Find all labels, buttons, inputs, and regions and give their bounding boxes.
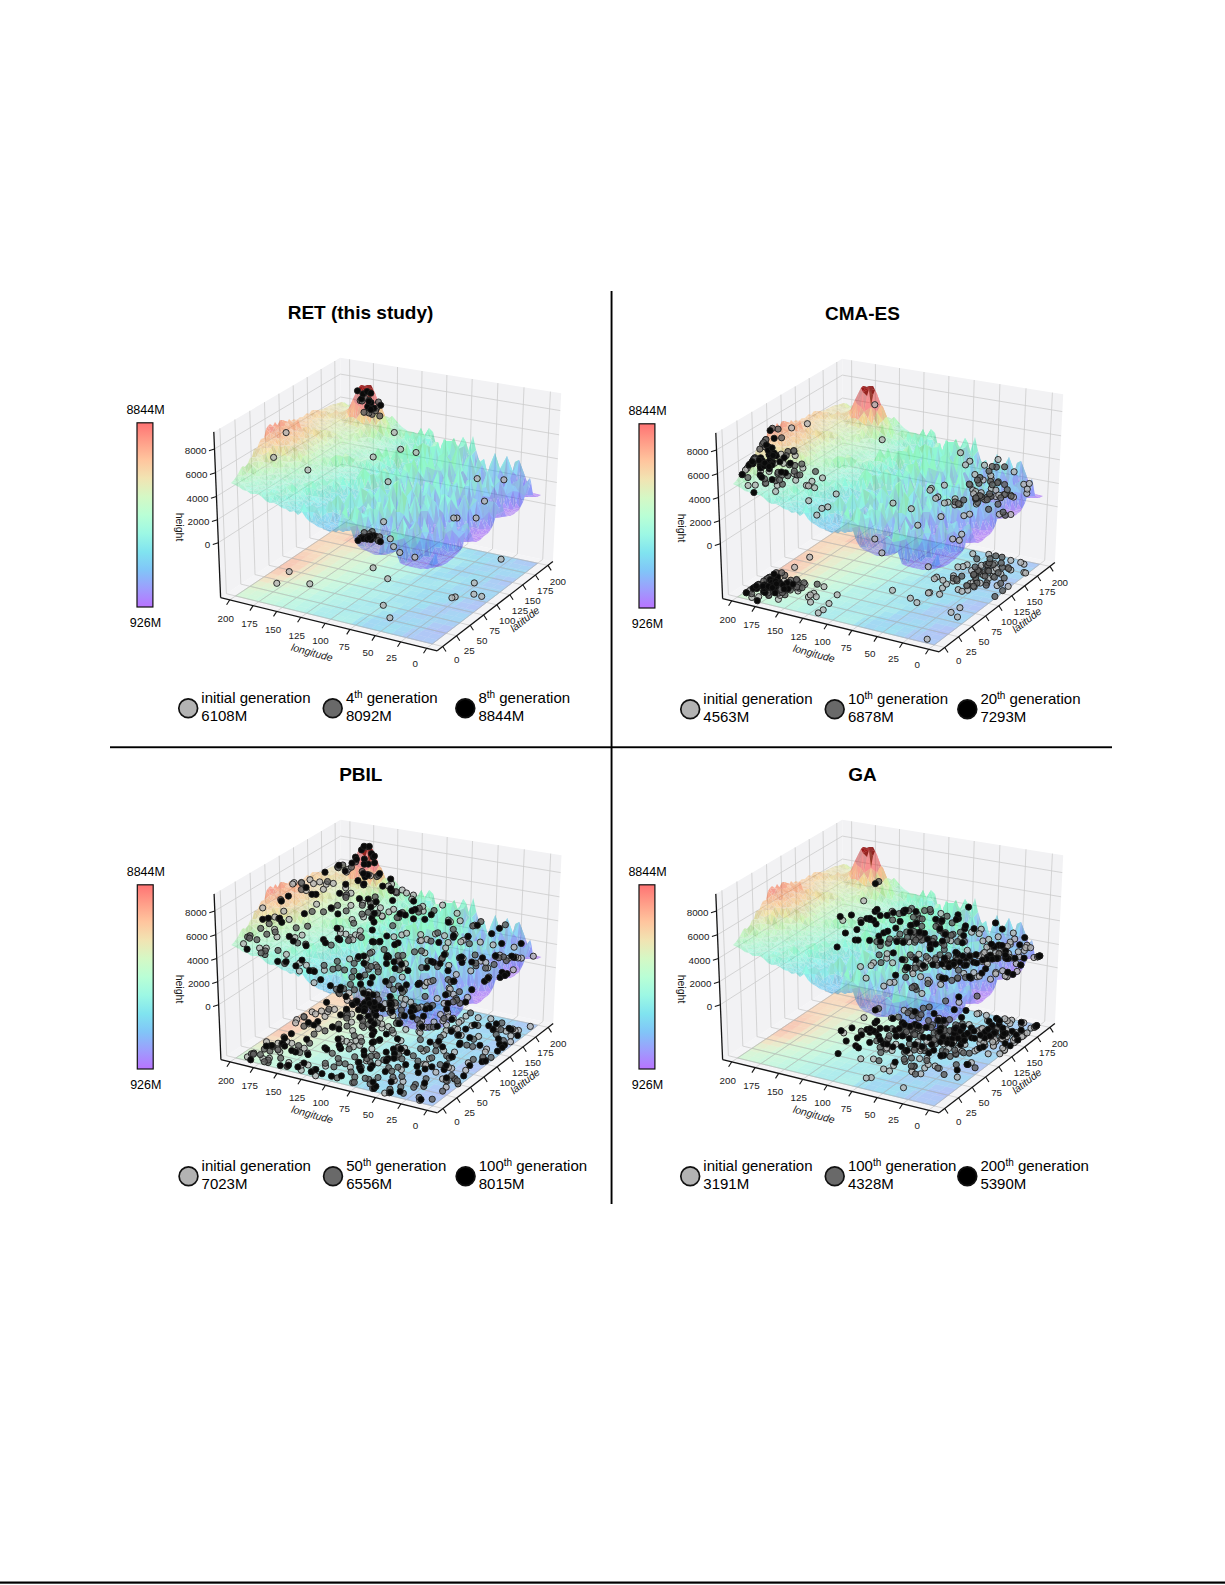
svg-text:50th generation: 50th generation xyxy=(346,1157,446,1174)
svg-text:CMA-ES: CMA-ES xyxy=(825,303,900,324)
svg-text:7023M: 7023M xyxy=(202,1175,248,1192)
svg-text:20th generation: 20th generation xyxy=(980,690,1080,707)
svg-text:4563M: 4563M xyxy=(703,708,749,725)
svg-text:3191M: 3191M xyxy=(703,1175,749,1192)
svg-text:5390M: 5390M xyxy=(980,1175,1026,1192)
svg-text:GA: GA xyxy=(848,764,877,785)
svg-text:RET (this study): RET (this study) xyxy=(288,302,434,323)
svg-text:6556M: 6556M xyxy=(346,1175,392,1192)
svg-text:8844M: 8844M xyxy=(478,707,524,724)
svg-text:6878M: 6878M xyxy=(848,708,894,725)
svg-text:initial generation: initial generation xyxy=(703,1157,812,1174)
svg-text:8092M: 8092M xyxy=(346,707,392,724)
svg-text:6108M: 6108M xyxy=(201,707,247,724)
svg-text:4328M: 4328M xyxy=(848,1175,894,1192)
svg-text:PBIL: PBIL xyxy=(339,764,383,785)
svg-text:100th generation: 100th generation xyxy=(479,1157,587,1174)
svg-text:100th generation: 100th generation xyxy=(848,1157,956,1174)
svg-text:initial generation: initial generation xyxy=(201,689,310,706)
svg-text:7293M: 7293M xyxy=(980,708,1026,725)
svg-text:initial generation: initial generation xyxy=(703,690,812,707)
svg-text:initial generation: initial generation xyxy=(202,1157,311,1174)
svg-text:200th generation: 200th generation xyxy=(980,1157,1088,1174)
svg-text:10th generation: 10th generation xyxy=(848,690,948,707)
svg-text:8015M: 8015M xyxy=(479,1175,525,1192)
